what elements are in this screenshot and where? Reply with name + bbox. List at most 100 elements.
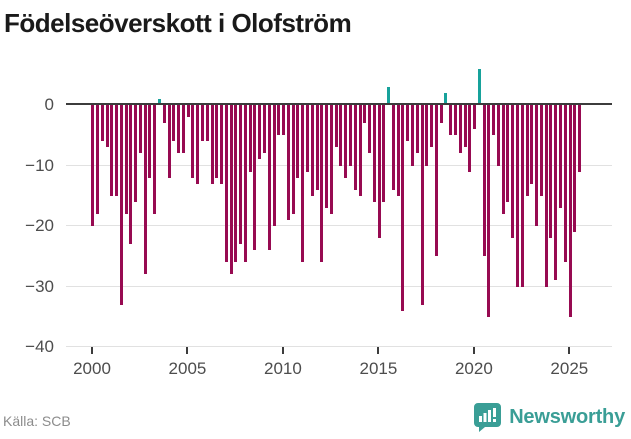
brand-footer: Newsworthy xyxy=(473,401,625,433)
bar-2022q2 xyxy=(516,105,520,287)
bar-2015q2 xyxy=(382,105,386,202)
x-tick-2020 xyxy=(472,347,475,354)
bar-2001q4 xyxy=(124,105,128,214)
bar-2019q4 xyxy=(468,105,472,172)
x-axis-label-2010: 2010 xyxy=(264,359,302,378)
bar-2020q1 xyxy=(473,105,477,130)
bar-2014q2 xyxy=(363,105,367,124)
bar-2024q2 xyxy=(554,105,558,281)
bar-2021q2 xyxy=(496,105,500,166)
bar-2023q1 xyxy=(530,105,534,184)
bar-2017q2 xyxy=(420,105,424,305)
bar-2003q3 xyxy=(158,98,162,105)
bar-2000q1 xyxy=(91,105,95,226)
bar-2009q3 xyxy=(272,105,276,226)
bar-2002q3 xyxy=(138,105,142,154)
gridline-y-10 xyxy=(66,164,612,166)
bar-2008q1 xyxy=(243,105,247,263)
bar-2021q3 xyxy=(501,105,505,214)
bar-2017q4 xyxy=(430,105,434,148)
bar-2025q2 xyxy=(573,105,577,233)
bar-2013q4 xyxy=(353,105,357,190)
bar-2010q1 xyxy=(282,105,286,136)
bar-2003q4 xyxy=(162,105,166,124)
bar-2007q4 xyxy=(239,105,243,245)
bar-2020q2 xyxy=(477,68,481,105)
bar-2011q1 xyxy=(301,105,305,263)
gridline-y-20 xyxy=(66,225,612,226)
x-axis-label-2020: 2020 xyxy=(454,359,493,378)
x-axis-label-2015: 2015 xyxy=(359,359,398,378)
bar-2010q3 xyxy=(291,105,295,214)
y-axis-label: −20 xyxy=(25,216,54,235)
bar-2021q1 xyxy=(492,105,496,136)
bar-2025q3 xyxy=(578,105,582,172)
bar-2013q2 xyxy=(344,105,348,178)
bar-2005q1 xyxy=(186,105,190,118)
bar-2008q4 xyxy=(258,105,262,160)
x-axis-label-2005: 2005 xyxy=(168,359,207,378)
x-tick-2000 xyxy=(91,347,93,354)
bar-2011q4 xyxy=(315,105,319,190)
x-axis-label-2000: 2000 xyxy=(73,359,111,378)
bar-2001q3 xyxy=(119,105,123,305)
bar-2007q3 xyxy=(234,105,238,263)
bar-2022q4 xyxy=(525,105,529,196)
x-tick-2010 xyxy=(281,347,284,354)
bar-2009q4 xyxy=(277,105,281,136)
bar-2016q1 xyxy=(396,105,400,196)
y-axis-label: −10 xyxy=(25,155,54,175)
bar-2009q2 xyxy=(267,105,271,251)
source-note: Källa: SCB xyxy=(3,413,71,429)
zero-axis-line xyxy=(66,103,612,105)
bar-2000q2 xyxy=(95,105,99,214)
bar-2012q1 xyxy=(320,105,324,263)
bar-2016q3 xyxy=(406,105,410,142)
bar-2020q3 xyxy=(482,105,486,257)
bar-2007q1 xyxy=(224,105,228,263)
bar-2018q1 xyxy=(434,105,438,257)
bar-2006q4 xyxy=(220,105,224,184)
bar-2009q1 xyxy=(263,105,267,154)
bar-2006q2 xyxy=(210,105,214,184)
bar-2007q2 xyxy=(229,105,233,275)
bar-2018q3 xyxy=(444,92,448,105)
bar-2011q2 xyxy=(306,105,309,172)
bar-2002q1 xyxy=(129,105,133,245)
bar-2019q2 xyxy=(458,105,462,154)
bar-2011q3 xyxy=(310,105,314,196)
bar-2025q1 xyxy=(568,105,572,317)
bar-2003q2 xyxy=(153,105,157,214)
x-tick-2005 xyxy=(186,347,189,354)
bar-2019q3 xyxy=(463,105,467,148)
bar-2019q1 xyxy=(453,105,457,136)
y-axis-label: −40 xyxy=(25,337,54,356)
bar-2006q1 xyxy=(205,105,209,142)
bar-2012q3 xyxy=(329,105,333,214)
bar-2018q4 xyxy=(449,105,453,136)
bar-2005q2 xyxy=(191,105,195,178)
bar-2008q2 xyxy=(248,105,252,172)
bar-2010q4 xyxy=(296,105,300,178)
bar-2018q2 xyxy=(439,105,443,124)
bar-2017q1 xyxy=(415,105,419,154)
bar-2024q4 xyxy=(563,105,567,263)
bar-2004q2 xyxy=(172,105,176,142)
bar-2005q3 xyxy=(196,105,200,184)
bar-2015q4 xyxy=(391,105,395,190)
bar-2023q4 xyxy=(544,105,548,287)
bar-2002q2 xyxy=(134,105,138,202)
y-axis-label: 0 xyxy=(44,95,54,114)
bar-2013q3 xyxy=(348,105,352,166)
bar-2000q4 xyxy=(105,105,109,148)
bar-2015q1 xyxy=(377,105,381,239)
bar-2001q1 xyxy=(110,105,114,196)
bar-2014q1 xyxy=(358,105,362,196)
chart-title: Födelseöverskott i Olofström xyxy=(4,8,352,38)
bar-2002q4 xyxy=(143,105,147,275)
bar-2024q1 xyxy=(549,105,553,239)
bar-2008q3 xyxy=(253,105,257,251)
gridline-y-30 xyxy=(66,285,612,287)
x-axis-label-2025: 2025 xyxy=(550,359,589,378)
